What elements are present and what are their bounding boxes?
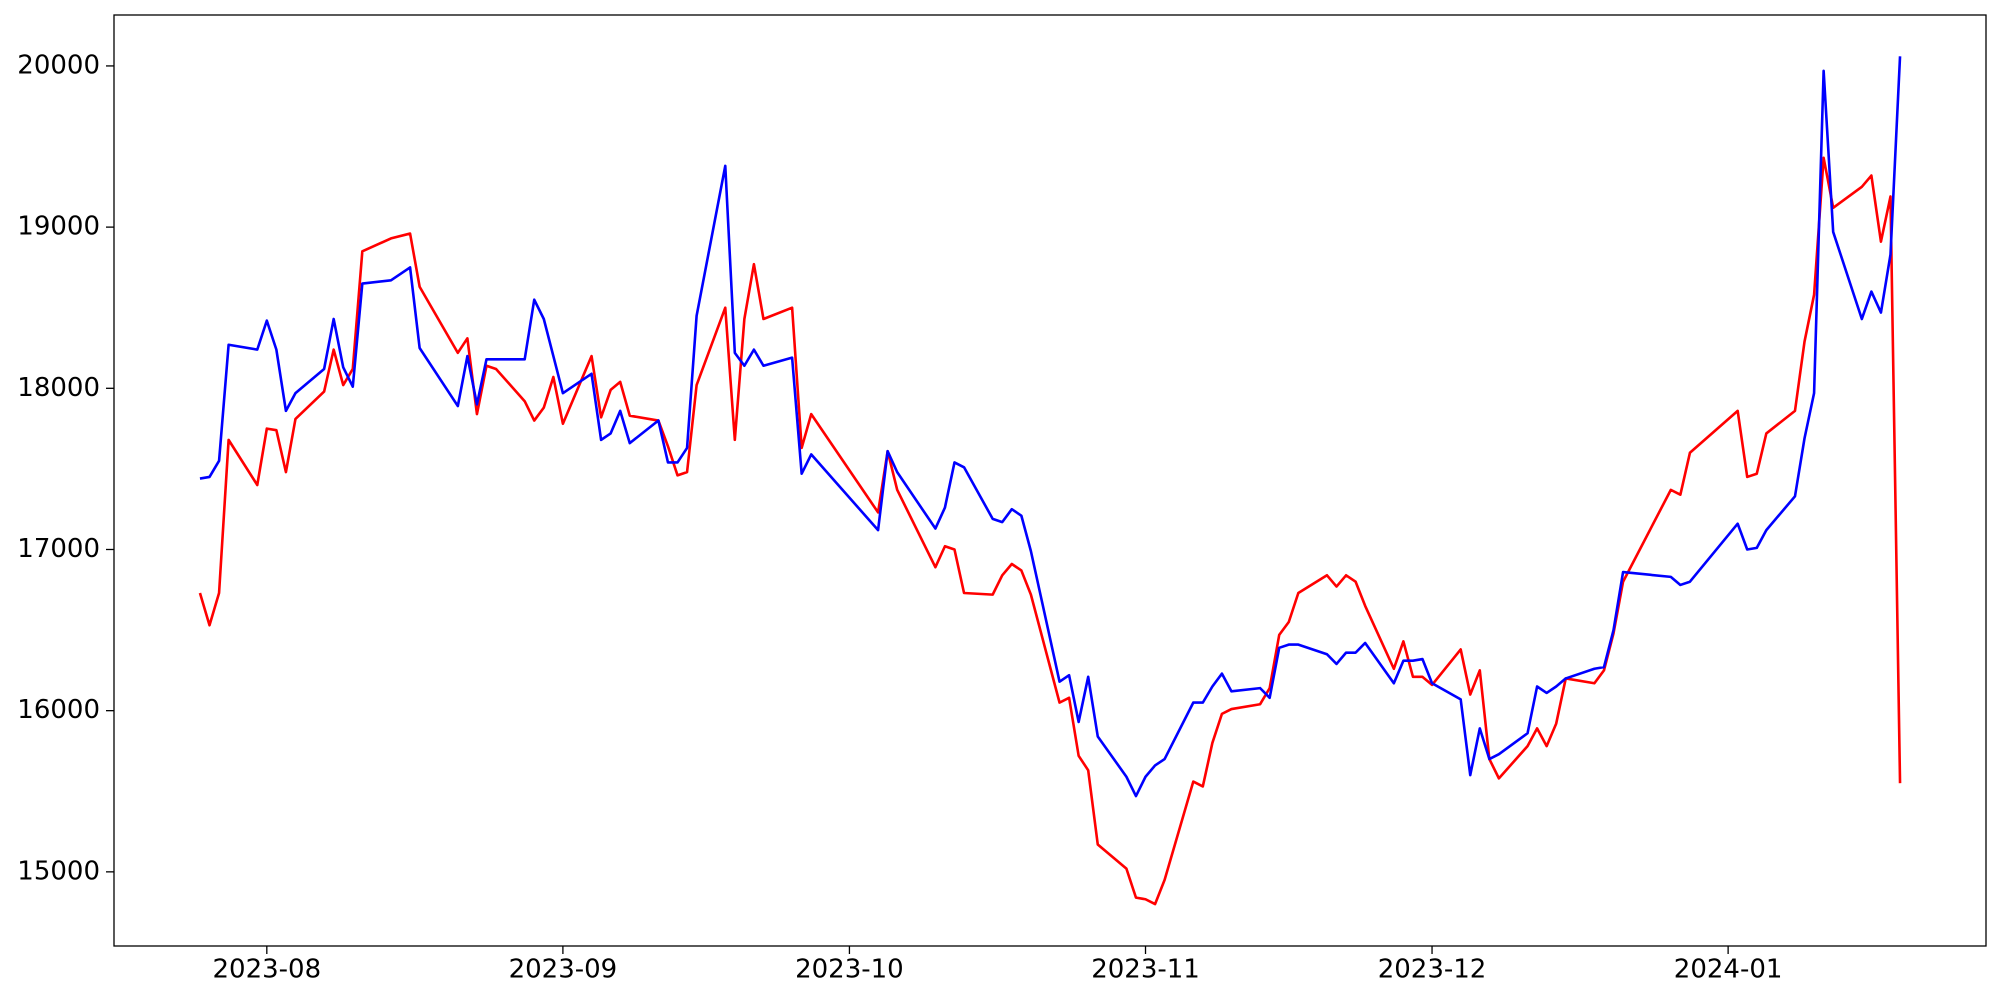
y-tick-label: 20000 (17, 50, 100, 80)
y-tick-label: 16000 (17, 695, 100, 725)
y-tick-label: 15000 (17, 856, 100, 886)
x-tick-label: 2023-09 (509, 955, 618, 985)
x-tick-label: 2023-08 (212, 955, 321, 985)
x-tick-label: 2024-01 (1674, 955, 1783, 985)
line-series (199, 56, 1902, 798)
line-series (198, 156, 1902, 906)
y-tick-label: 18000 (17, 373, 100, 403)
plot-frame (113, 14, 1987, 947)
x-tick-label: 2023-10 (795, 955, 904, 985)
x-tick-label: 2023-12 (1378, 955, 1487, 985)
y-tick-label: 19000 (17, 212, 100, 242)
x-tick-label: 2023-11 (1091, 955, 1200, 985)
y-tick-label: 17000 (17, 534, 100, 564)
